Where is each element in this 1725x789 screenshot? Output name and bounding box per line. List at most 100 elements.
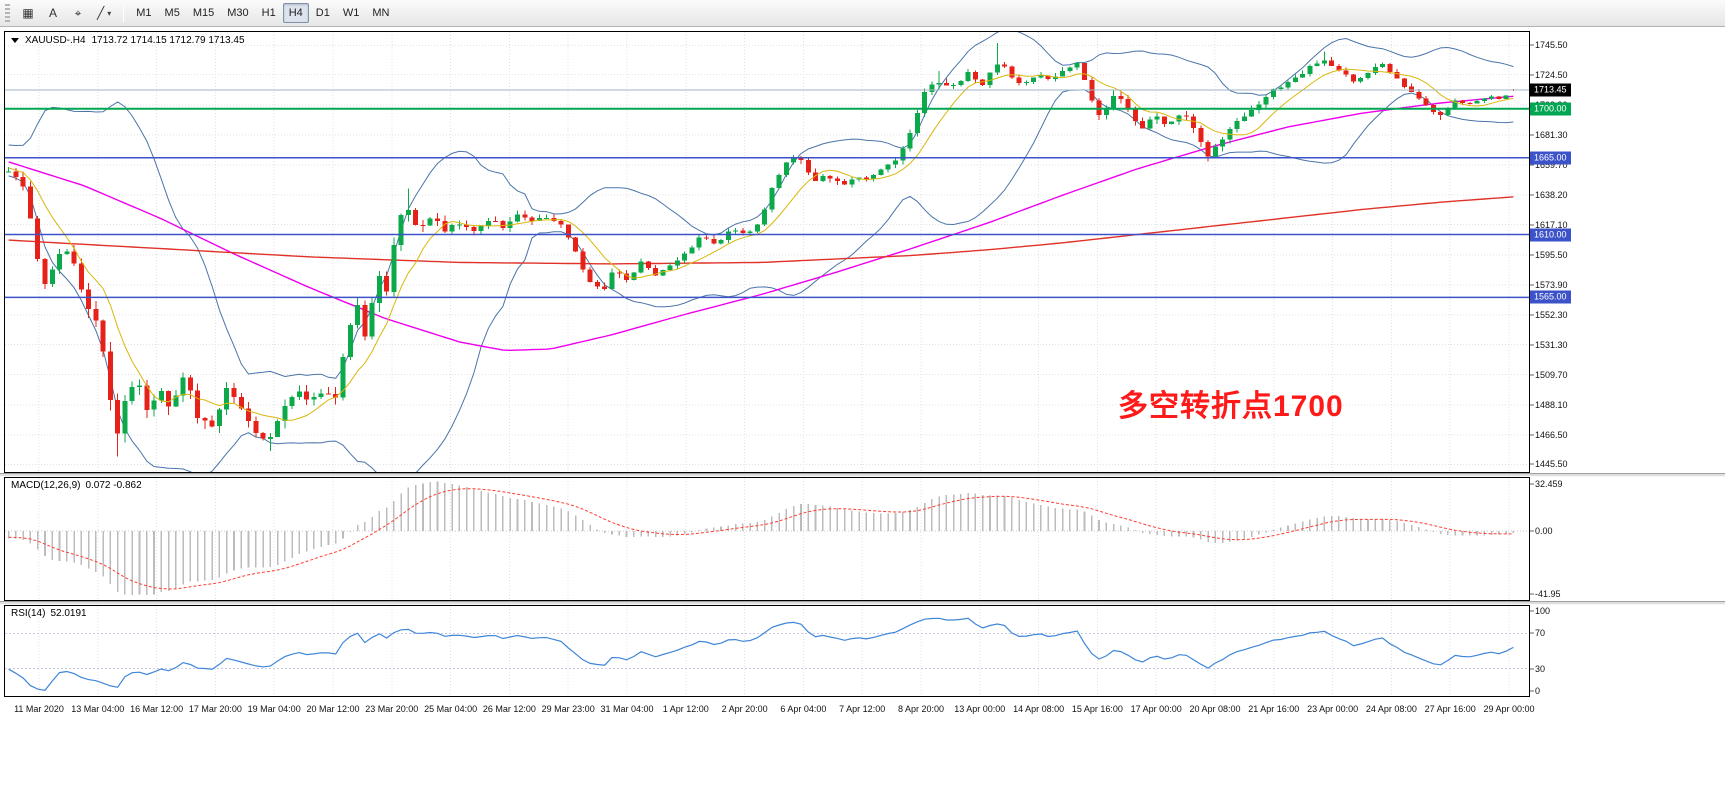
price-axis[interactable]: 1745.501724.501702.901681.301659.701638.… — [1530, 31, 1721, 473]
price-tick-label: 1681.30 — [1535, 129, 1568, 140]
rsi-panel: RSI(14) 52.0191 100 70 30 0 — [4, 605, 1721, 697]
toolbar-icon-group: ▦ A ⌖ ╱ ▾ — [16, 3, 117, 23]
time-axis-label: 2 Apr 20:00 — [721, 704, 768, 714]
timeframe-button-h4[interactable]: H4 — [282, 3, 309, 23]
time-axis-label: 20 Mar 12:00 — [306, 704, 360, 714]
macd-axis[interactable]: 32.459 0.00 -41.95 — [1530, 477, 1721, 601]
time-axis-label: 26 Mar 12:00 — [482, 704, 536, 714]
rsi-level-label: 100 — [1535, 606, 1551, 616]
time-axis-label: 25 Mar 04:00 — [424, 704, 478, 714]
macd-values: 0.072 -0.862 — [85, 480, 142, 491]
timeframe-button-d1[interactable]: D1 — [315, 7, 330, 19]
price-line-tag: 1700.00 — [1530, 102, 1571, 116]
rsi-grid — [5, 606, 1529, 696]
price-tick-label: 1445.50 — [1535, 459, 1568, 470]
time-axis-label: 23 Apr 00:00 — [1307, 704, 1359, 714]
price-tick-label: 1617.10 — [1535, 219, 1568, 230]
price-tick-label: 1466.50 — [1535, 430, 1568, 440]
rsi-canvas[interactable] — [4, 605, 1530, 697]
axis-tick — [1530, 194, 1534, 196]
macd-scale-label: 0.00 — [1535, 526, 1553, 537]
price-line-tag: 1665.00 — [1530, 151, 1571, 165]
axis-tick — [1530, 483, 1534, 485]
axis-tick — [1530, 593, 1534, 595]
price-tick-label: 1531.30 — [1535, 339, 1568, 350]
price-tick-label: 1638.20 — [1535, 190, 1568, 201]
time-axis-label: 11 Mar 2020 — [14, 704, 64, 714]
timeframe-button-mn[interactable]: MN — [372, 7, 390, 19]
price-tick-label: 1552.30 — [1535, 310, 1568, 321]
price-tick-label: 1745.50 — [1535, 40, 1568, 51]
time-axis-label: 29 Apr 00:00 — [1483, 704, 1535, 714]
macd-scale-label: 32.459 — [1535, 479, 1563, 489]
current-price-tag: 1713.45 — [1530, 83, 1571, 97]
macd-label: MACD(12,26,9) 0.072 -0.862 — [11, 480, 142, 491]
candles-layer — [6, 43, 1516, 457]
time-axis-label: 17 Mar 20:00 — [188, 704, 242, 714]
price-line-tag: 1610.00 — [1530, 228, 1571, 241]
time-axis-label: 20 Apr 08:00 — [1189, 704, 1241, 714]
time-axis-label: 13 Apr 00:00 — [954, 704, 1006, 714]
macd-scale-label: -41.95 — [1535, 589, 1561, 599]
time-axis[interactable]: 11 Mar 2020 13 Mar 04:00 16 Mar 12:00 17 Ma… — [4, 701, 1534, 717]
timeframe-button-w1[interactable]: W1 — [342, 7, 360, 19]
time-axis-label: 7 Apr 12:00 — [839, 704, 886, 714]
timeframe-button-h1[interactable]: H1 — [261, 7, 276, 19]
macd-canvas[interactable] — [4, 477, 1530, 601]
axis-tick — [1530, 314, 1534, 316]
rsi-name: RSI(14) — [11, 608, 46, 619]
price-tick-label: 1595.50 — [1535, 249, 1568, 260]
axis-tick — [1530, 668, 1534, 670]
rsi-level-label: 30 — [1535, 663, 1546, 674]
axis-tick — [1530, 224, 1534, 226]
price-tick-label: 1724.50 — [1535, 69, 1568, 80]
timeframe-button-m1[interactable]: M1 — [136, 7, 152, 19]
timeframe-button-m30[interactable]: M30 — [227, 7, 249, 19]
text-label-icon[interactable]: A — [48, 6, 57, 20]
time-axis-label: 31 Mar 04:00 — [600, 704, 654, 714]
time-axis-label: 21 Apr 16:00 — [1248, 704, 1300, 714]
line-studies-dropdown-icon[interactable]: ╱ ▾ — [97, 6, 112, 20]
axis-tick — [1530, 690, 1534, 692]
axis-tick — [1530, 284, 1534, 286]
ma-magenta-line — [8, 95, 1514, 352]
toolbar-separator — [123, 4, 125, 22]
time-axis-label: 6 Apr 04:00 — [780, 704, 827, 714]
bollinger-upper-line — [8, 31, 1514, 379]
macd-grid — [5, 478, 1529, 600]
bollinger-lower-line — [8, 89, 1514, 473]
rsi-line — [8, 617, 1514, 691]
axis-tick — [1530, 344, 1534, 345]
rsi-value: 52.0191 — [50, 608, 87, 619]
toolbar-grip[interactable] — [5, 4, 10, 22]
chart-title: XAUUSD-.H4 1713.72 1714.15 1712.79 1713.… — [11, 35, 245, 46]
time-axis-label: 8 Apr 20:00 — [897, 704, 945, 714]
time-axis-label: 14 Apr 08:00 — [1013, 704, 1065, 714]
price-tick-label: 1573.90 — [1535, 280, 1568, 290]
ma-red-line — [8, 196, 1514, 265]
chart-menu-icon[interactable] — [11, 38, 19, 43]
time-axis-label: 23 Mar 20:00 — [365, 704, 419, 714]
rsi-label: RSI(14) 52.0191 — [11, 608, 87, 619]
panel-splitter[interactable] — [0, 473, 1725, 477]
rsi-axis[interactable]: 100 70 30 0 — [1530, 605, 1721, 697]
axis-tick — [1530, 164, 1534, 166]
macd-name: MACD(12,26,9) — [11, 480, 81, 491]
main-chart-panel: XAUUSD-.H4 1713.72 1714.15 1712.79 1713.… — [4, 31, 1721, 473]
time-axis-label: 13 Mar 04:00 — [71, 704, 125, 714]
axis-tick — [1530, 134, 1534, 136]
axis-tick — [1530, 404, 1534, 406]
time-axis-label: 29 Mar 23:00 — [541, 704, 595, 714]
chart-grid-icon[interactable]: ▦ — [22, 6, 34, 20]
main-chart-canvas[interactable] — [4, 31, 1530, 473]
chevron-down-icon: ▾ — [107, 8, 112, 18]
crosshair-icon[interactable]: ⌖ — [74, 5, 82, 20]
timeframe-button-m5[interactable]: M5 — [164, 7, 180, 19]
time-axis-label: 15 Apr 16:00 — [1071, 704, 1123, 714]
timeframe-button-group: M1 M5 M15 M30 H1 H4 D1 W1 MN — [130, 3, 395, 23]
axis-tick — [1530, 632, 1534, 634]
time-axis-label: 24 Apr 08:00 — [1365, 704, 1417, 714]
axis-tick — [1530, 463, 1534, 465]
timeframe-button-m15[interactable]: M15 — [192, 7, 215, 19]
panel-splitter[interactable] — [0, 601, 1725, 605]
